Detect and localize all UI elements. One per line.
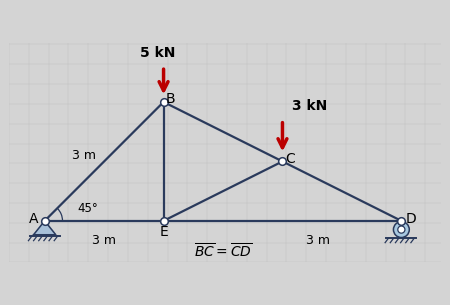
Text: 3 m: 3 m	[306, 234, 330, 246]
Text: C: C	[285, 152, 295, 166]
Text: B: B	[166, 92, 176, 106]
Text: 45°: 45°	[77, 202, 98, 215]
Text: A: A	[29, 212, 38, 226]
Text: $\overline{BC} = \overline{CD}$: $\overline{BC} = \overline{CD}$	[194, 243, 252, 261]
Circle shape	[398, 226, 405, 233]
Text: E: E	[159, 225, 168, 239]
Text: 5 kN: 5 kN	[140, 46, 176, 60]
Text: D: D	[406, 212, 417, 226]
Text: 3 kN: 3 kN	[292, 99, 328, 113]
Polygon shape	[34, 221, 56, 235]
Text: 3 m: 3 m	[92, 234, 116, 246]
Circle shape	[393, 222, 410, 238]
Text: 3 m: 3 m	[72, 149, 96, 162]
